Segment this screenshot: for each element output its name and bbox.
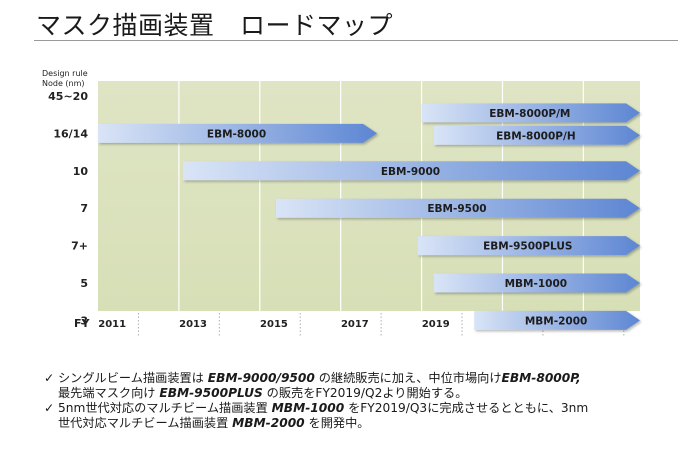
note-line: シングルビーム描画装置は EBM-9000/9500 の継続販売に加え、中位市場… bbox=[58, 371, 680, 386]
note-text: 5nm世代対応のマルチビーム描画装置 bbox=[58, 401, 272, 415]
checkmark-icon: ✓ bbox=[44, 371, 55, 385]
y-axis-title-line2: Node (nm) bbox=[42, 79, 85, 88]
notes-list: ✓ シングルビーム描画装置は EBM-9000/9500 の継続販売に加え、中位… bbox=[44, 371, 680, 431]
row-label: 7+ bbox=[71, 240, 88, 253]
product-label: EBM-8000P/H bbox=[496, 130, 576, 142]
row-labels: 45~20 16/14 10 7 7+ 5 3 bbox=[48, 90, 88, 327]
product-label: MBM-1000 bbox=[505, 278, 567, 290]
note-item: ✓ シングルビーム描画装置は EBM-9000/9500 の継続販売に加え、中位… bbox=[44, 371, 680, 401]
note-line: 最先端マスク向け EBM-9500PLUS の販売をFY2019/Q2より開始す… bbox=[58, 386, 680, 401]
row-label: 7 bbox=[80, 202, 88, 215]
note-product: MBM-2000 bbox=[232, 416, 305, 430]
note-text: をFY2019/Q3に完成させるとともに、3nm bbox=[344, 401, 589, 415]
note-item: ✓ 5nm世代対応のマルチビーム描画装置 MBM-1000 をFY2019/Q3… bbox=[44, 401, 680, 431]
product-arrow bbox=[421, 103, 640, 123]
product-arrow bbox=[433, 273, 640, 293]
note-text: シングルビーム描画装置は bbox=[58, 371, 208, 385]
y-axis-title-line1: Design rule bbox=[42, 69, 88, 78]
product-label: EBM-9500 bbox=[427, 203, 486, 215]
note-line: 5nm世代対応のマルチビーム描画装置 MBM-1000 をFY2019/Q3に完… bbox=[58, 401, 680, 416]
note-line: 世代対応マルチビーム描画装置 MBM-2000 を開発中。 bbox=[58, 416, 680, 431]
x-tick-label: 2017 bbox=[341, 319, 369, 330]
x-tick-label: 2011 bbox=[98, 319, 126, 330]
product-arrow bbox=[417, 236, 640, 256]
title-divider bbox=[34, 40, 678, 41]
product-label: EBM-9500PLUS bbox=[483, 241, 572, 253]
product-label: EBM-8000 bbox=[207, 128, 266, 140]
note-product: EBM-9000/9500 bbox=[207, 371, 315, 385]
x-tick-label: 2019 bbox=[422, 319, 450, 330]
note-text: 世代対応マルチビーム描画装置 bbox=[58, 416, 233, 430]
product-arrow bbox=[182, 161, 640, 181]
row-label: 45~20 bbox=[48, 90, 88, 103]
row-label: 10 bbox=[73, 165, 89, 178]
note-product: EBM-9500PLUS bbox=[159, 386, 263, 400]
note-product: MBM-1000 bbox=[271, 401, 345, 415]
row-label: 16/14 bbox=[53, 127, 88, 140]
page-title: マスク描画装置 ロードマップ bbox=[36, 11, 394, 40]
product-label: EBM-9000 bbox=[381, 166, 440, 178]
roadmap-chart: Design rule Node (nm) FY 45~20 16/14 10 7 7+… bbox=[42, 69, 640, 336]
product-arrow bbox=[275, 198, 640, 218]
product-label: MBM-2000 bbox=[525, 315, 587, 327]
product-arrow bbox=[98, 123, 378, 143]
product-arrows: EBM-8000 EBM-8000P/M EBM-8000P/H EBM-9000 EB… bbox=[98, 103, 640, 330]
note-text: 最先端マスク向け bbox=[58, 386, 160, 400]
note-text: を開発中。 bbox=[304, 416, 370, 430]
product-arrow bbox=[433, 125, 640, 145]
checkmark-icon: ✓ bbox=[44, 401, 55, 415]
product-arrow bbox=[474, 310, 640, 330]
note-product: EBM-8000P, bbox=[501, 371, 581, 385]
note-text: の販売をFY2019/Q2より開始する。 bbox=[262, 386, 468, 400]
note-text: の継続販売に加え、中位市場向け bbox=[314, 371, 502, 385]
x-tick-label: 2013 bbox=[179, 319, 207, 330]
x-tick-label: 2015 bbox=[260, 319, 288, 330]
row-label: 5 bbox=[80, 277, 88, 290]
row-label: 3 bbox=[80, 314, 88, 327]
x-axis-title: FY bbox=[74, 317, 91, 330]
product-label: EBM-8000P/M bbox=[489, 108, 570, 120]
